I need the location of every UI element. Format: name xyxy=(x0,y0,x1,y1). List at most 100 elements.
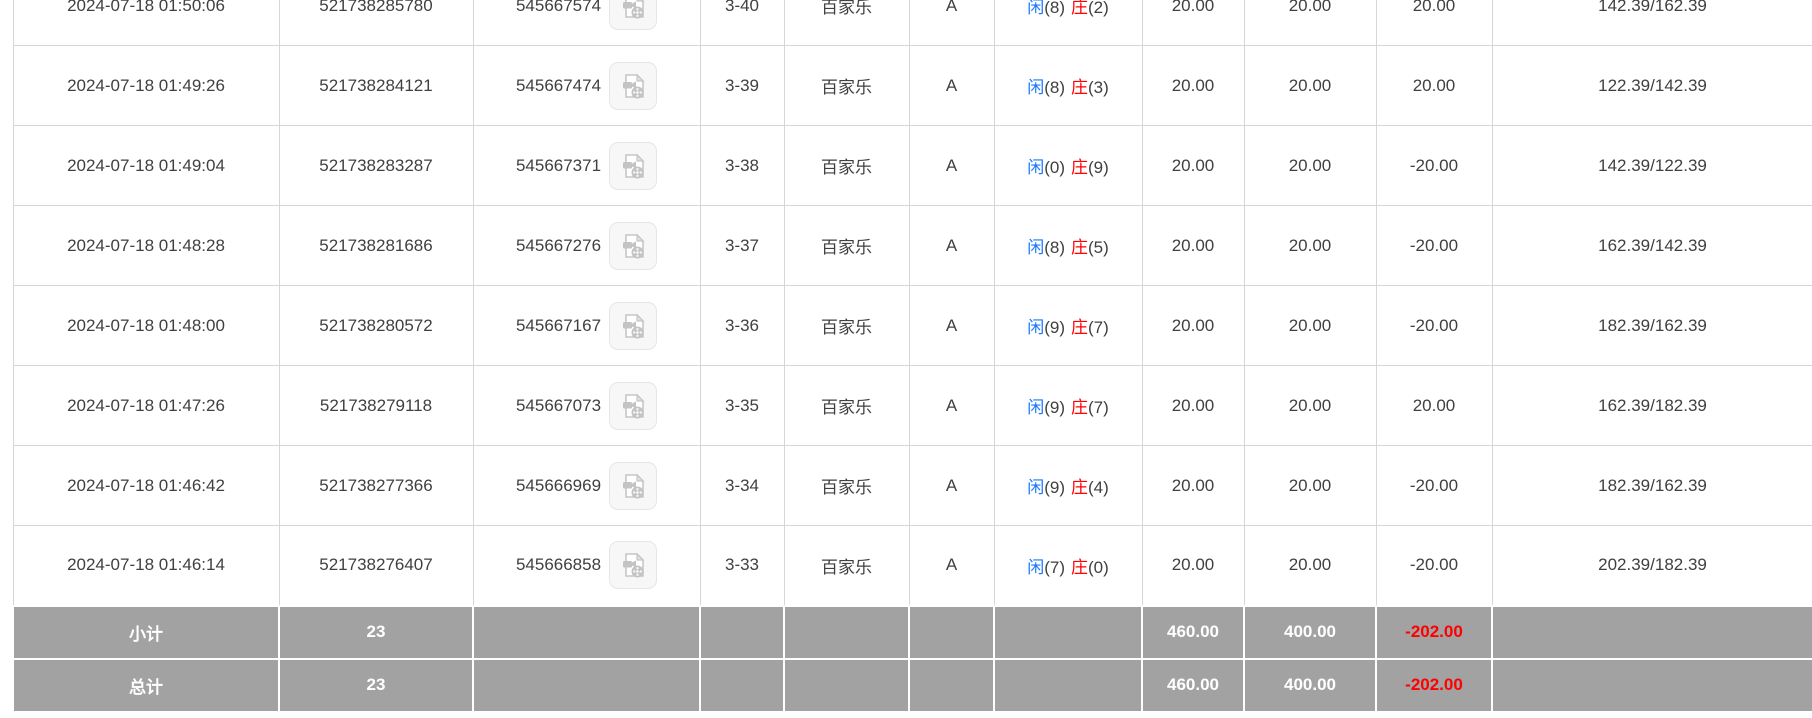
player-label: 闲 xyxy=(1027,318,1045,337)
grandtotal-payout: -202.00 xyxy=(1375,657,1493,713)
bet-amount-cell[interactable]: 20.00 xyxy=(1141,45,1245,126)
player-label: 闲 xyxy=(1027,238,1045,257)
outcome-cell: 闲(9) 庄(7) xyxy=(993,285,1143,366)
payout-cell: -20.00 xyxy=(1375,445,1493,526)
table-label-cell: A xyxy=(908,45,995,126)
video-replay-button[interactable] xyxy=(609,301,658,350)
bet-time-cell: 2024-07-18 01:47:26 xyxy=(12,365,280,446)
table-row: 2024-07-18 01:48:28 521738281686 5456672… xyxy=(12,205,1812,286)
banker-score: (7) xyxy=(1088,318,1109,337)
game-id-cell: 545667574 xyxy=(472,0,701,46)
bet-time-cell: 2024-07-18 01:48:28 xyxy=(12,205,280,286)
banker-label: 庄 xyxy=(1071,158,1088,177)
valid-amount-cell: 20.00 xyxy=(1243,285,1377,366)
bet-amount-cell[interactable]: 20.00 xyxy=(1141,525,1245,606)
player-label: 闲 xyxy=(1027,0,1045,17)
bet-amount-cell[interactable]: 20.00 xyxy=(1141,445,1245,526)
player-score: (7) xyxy=(1044,557,1065,577)
subtotal-payout: -202.00 xyxy=(1375,604,1493,660)
banker-score: (0) xyxy=(1088,557,1109,577)
video-replay-button[interactable] xyxy=(609,61,658,110)
table-label-cell: A xyxy=(908,285,995,366)
table-label-cell: A xyxy=(908,125,995,206)
game-id-cell: 545666969 xyxy=(472,445,701,526)
bet-amount-cell[interactable]: 20.00 xyxy=(1141,125,1245,206)
video-replay-button[interactable] xyxy=(609,141,658,190)
bet-id-cell: 521738281686 xyxy=(278,205,474,286)
table-row: 2024-07-18 01:49:26 521738284121 5456674… xyxy=(12,45,1812,126)
round-cell: 3-37 xyxy=(699,205,785,286)
game-type-cell: 百家乐 xyxy=(783,365,910,446)
video-replay-icon xyxy=(623,0,645,18)
valid-amount-cell: 20.00 xyxy=(1243,365,1377,446)
banker-score: (4) xyxy=(1088,478,1109,497)
bet-id-cell: 521738280572 xyxy=(278,285,474,366)
balance-cell: 202.39/182.39 xyxy=(1491,525,1812,606)
player-label: 闲 xyxy=(1027,478,1045,497)
bet-records-table: 2024-07-18 01:50:06 521738285780 5456675… xyxy=(12,0,1812,713)
game-id-cell: 545666858 xyxy=(472,525,701,606)
bet-time-cell: 2024-07-18 01:48:00 xyxy=(12,285,280,366)
bet-id-cell: 521738285780 xyxy=(278,0,474,46)
bet-time-cell: 2024-07-18 01:50:06 xyxy=(12,0,280,46)
grandtotal-bet: 460.00 xyxy=(1141,657,1245,713)
video-replay-button[interactable] xyxy=(609,221,658,270)
table-row: 2024-07-18 01:48:00 521738280572 5456671… xyxy=(12,285,1812,366)
round-cell: 3-39 xyxy=(699,45,785,126)
banker-score: (9) xyxy=(1088,158,1109,177)
video-replay-icon xyxy=(623,313,645,338)
banker-score: (2) xyxy=(1088,0,1109,17)
player-score: (0) xyxy=(1044,158,1065,177)
payout-cell: -20.00 xyxy=(1375,125,1493,206)
bet-id-cell: 521738284121 xyxy=(278,45,474,126)
table-label-cell: A xyxy=(908,0,995,46)
bet-time-cell: 2024-07-18 01:46:42 xyxy=(12,445,280,526)
bet-amount-cell[interactable]: 20.00 xyxy=(1141,205,1245,286)
round-cell: 3-36 xyxy=(699,285,785,366)
banker-score: (5) xyxy=(1088,238,1109,257)
bet-amount-cell[interactable]: 20.00 xyxy=(1141,365,1245,446)
game-id-cell: 545667371 xyxy=(472,125,701,206)
banker-label: 庄 xyxy=(1071,557,1088,577)
table-row: 2024-07-18 01:49:04 521738283287 5456673… xyxy=(12,125,1812,206)
balance-cell: 142.39/162.39 xyxy=(1491,0,1812,46)
video-replay-button[interactable] xyxy=(609,541,658,590)
video-replay-icon xyxy=(623,393,645,418)
subtotal-bet: 460.00 xyxy=(1141,604,1245,660)
balance-cell: 162.39/142.39 xyxy=(1491,205,1812,286)
player-label: 闲 xyxy=(1027,557,1045,577)
outcome-cell: 闲(0) 庄(9) xyxy=(993,125,1143,206)
banker-label: 庄 xyxy=(1071,478,1088,497)
bet-time-cell: 2024-07-18 01:49:26 xyxy=(12,45,280,126)
grandtotal-valid: 400.00 xyxy=(1243,657,1377,713)
valid-amount-cell: 20.00 xyxy=(1243,445,1377,526)
table-label-cell: A xyxy=(908,365,995,446)
video-replay-button[interactable] xyxy=(609,381,658,430)
video-replay-button[interactable] xyxy=(609,0,658,30)
round-cell: 3-38 xyxy=(699,125,785,206)
balance-cell: 182.39/162.39 xyxy=(1491,445,1812,526)
game-type-cell: 百家乐 xyxy=(783,205,910,286)
payout-cell: 20.00 xyxy=(1375,365,1493,446)
payout-cell: -20.00 xyxy=(1375,205,1493,286)
banker-label: 庄 xyxy=(1071,398,1088,417)
subtotal-label: 小计 xyxy=(12,604,280,660)
grandtotal-count: 23 xyxy=(278,657,474,713)
outcome-cell: 闲(8) 庄(5) xyxy=(993,205,1143,286)
round-cell: 3-34 xyxy=(699,445,785,526)
game-id-cell: 545667474 xyxy=(472,45,701,126)
valid-amount-cell: 20.00 xyxy=(1243,525,1377,606)
round-cell: 3-33 xyxy=(699,525,785,606)
bet-amount-cell[interactable]: 20.00 xyxy=(1141,285,1245,366)
game-id-cell: 545667167 xyxy=(472,285,701,366)
video-replay-button[interactable] xyxy=(609,461,658,510)
balance-cell: 142.39/122.39 xyxy=(1491,125,1812,206)
video-replay-icon xyxy=(623,552,645,578)
subtotal-row: 小计 23 460.00 400.00 -202.00 xyxy=(12,604,1812,660)
bet-amount-cell[interactable]: 20.00 xyxy=(1141,0,1245,46)
game-type-cell: 百家乐 xyxy=(783,0,910,46)
player-score: (9) xyxy=(1044,318,1065,337)
outcome-cell: 闲(8) 庄(3) xyxy=(993,45,1143,126)
subtotal-valid: 400.00 xyxy=(1243,604,1377,660)
